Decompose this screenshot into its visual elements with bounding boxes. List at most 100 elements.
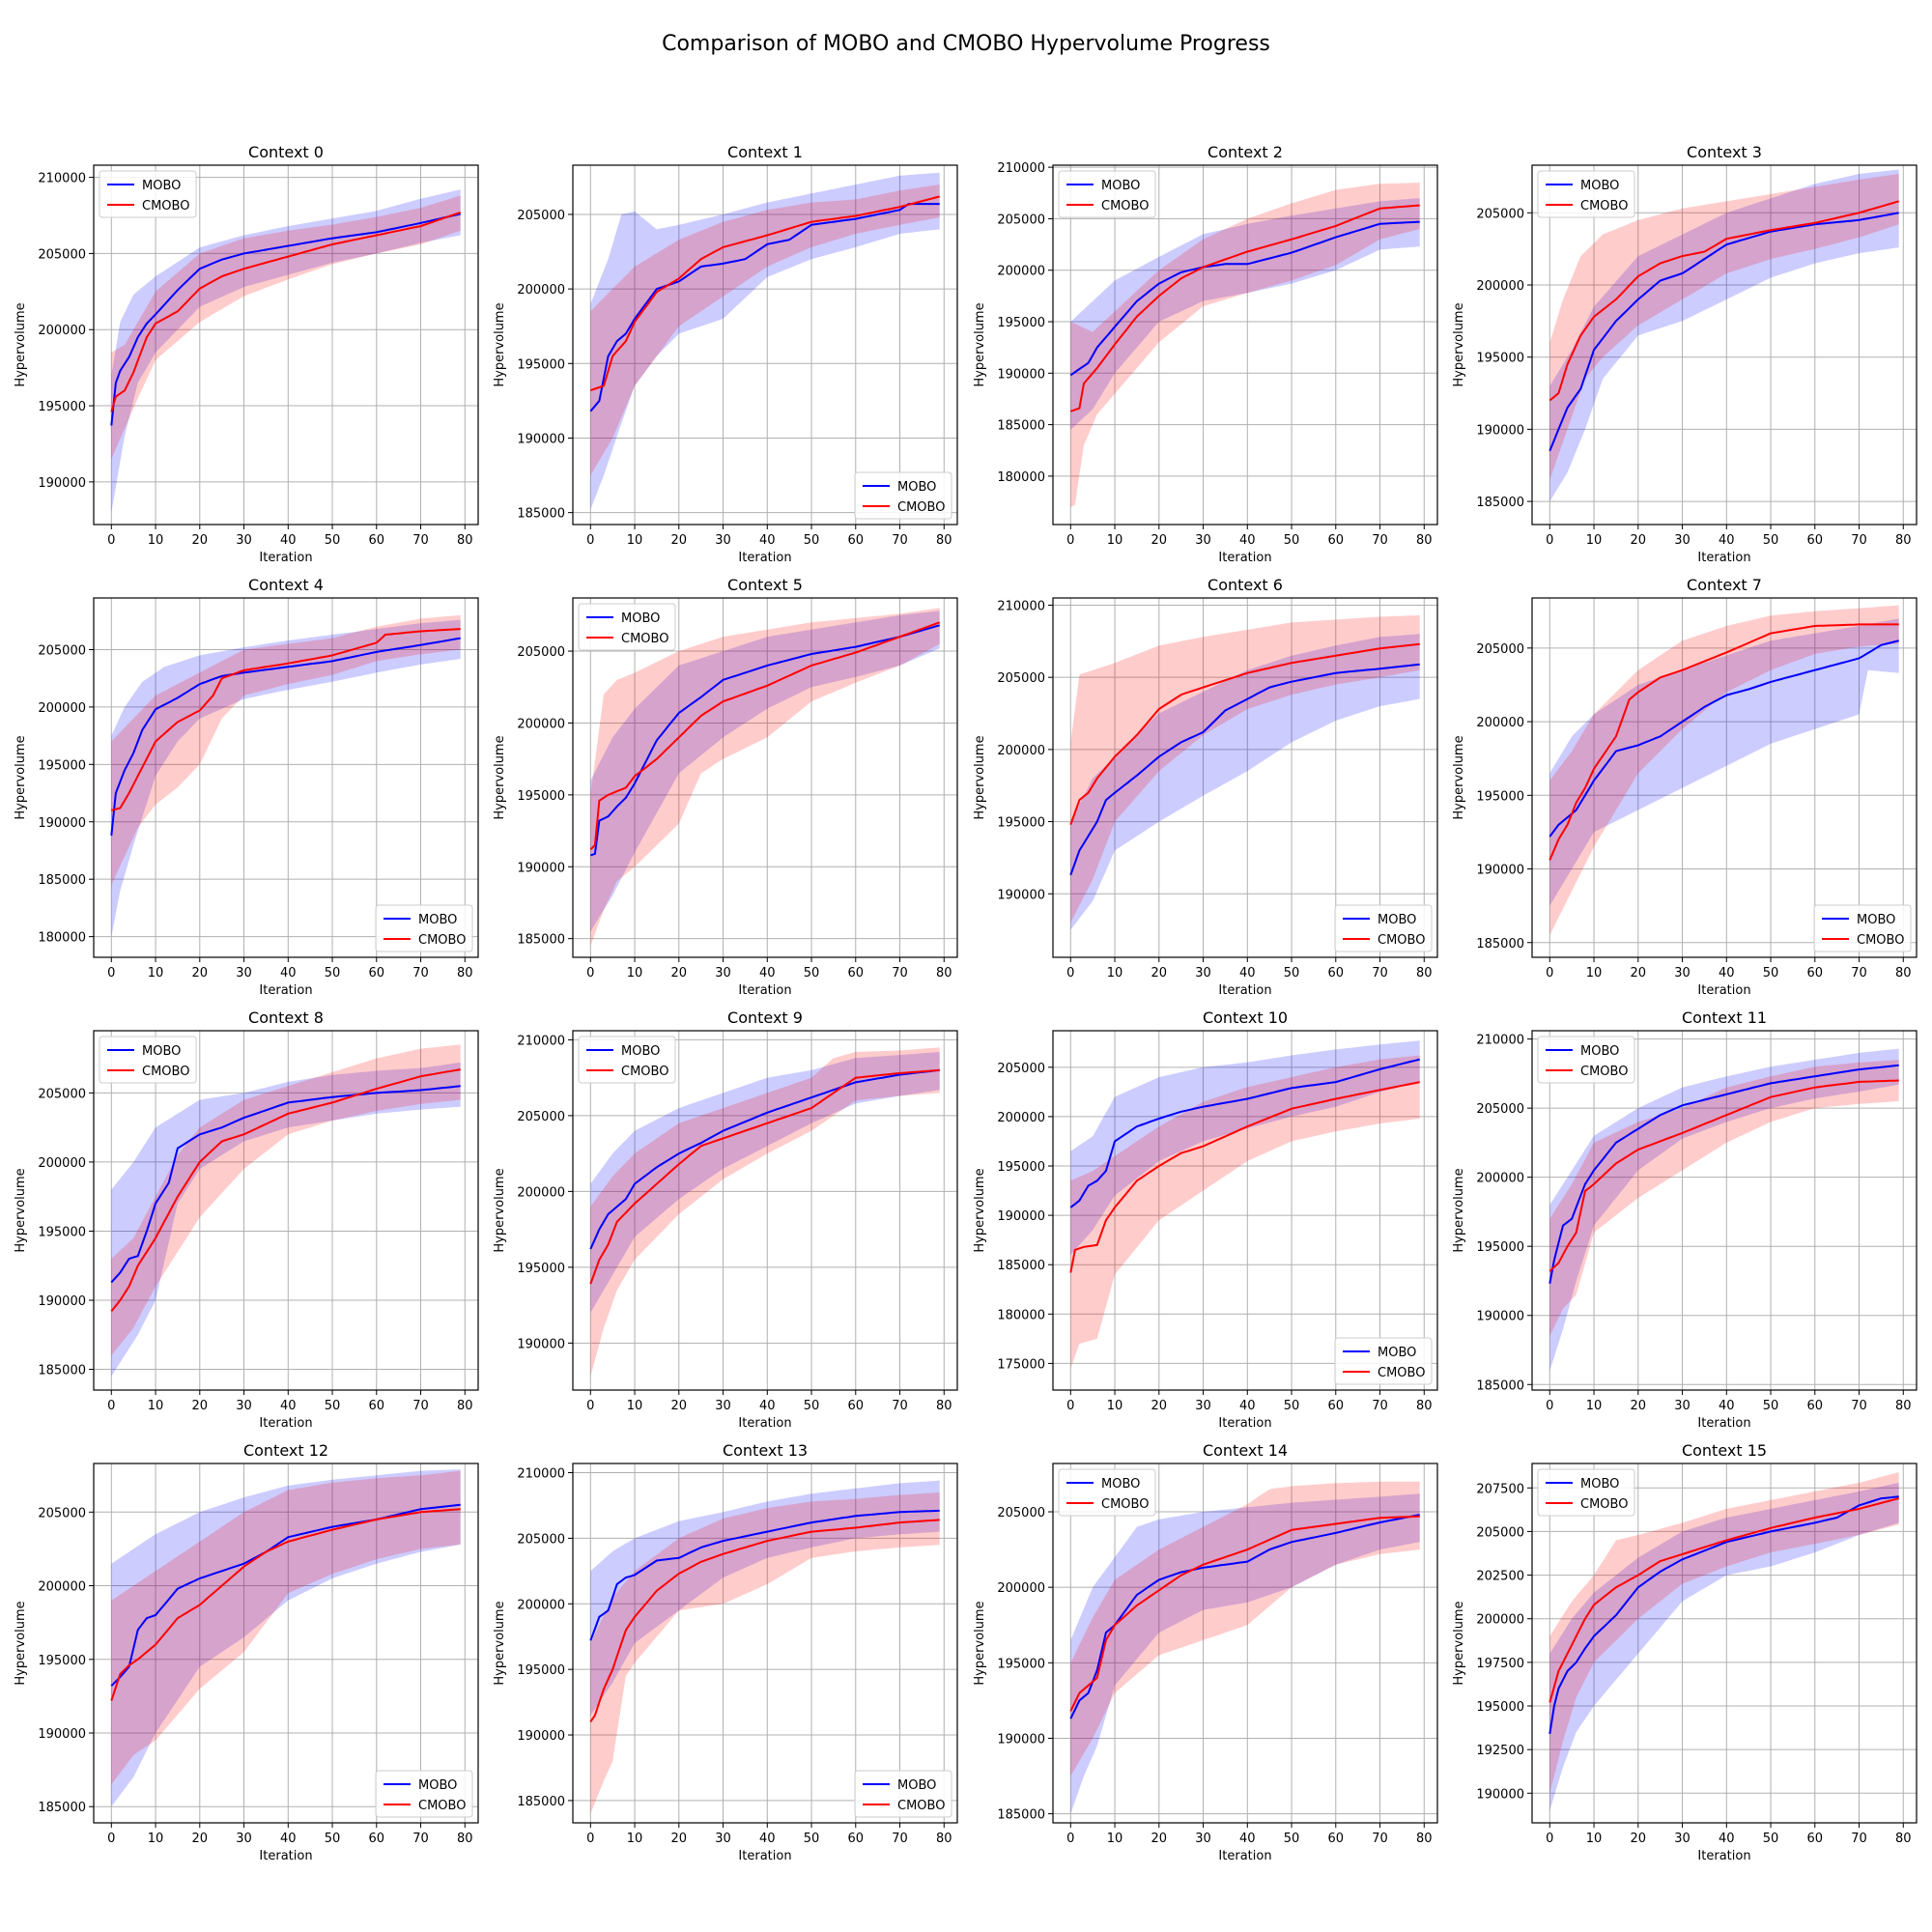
- legend-label-mobo: MOBO: [1378, 1346, 1416, 1360]
- y-tick-label: 195000: [517, 1262, 565, 1276]
- x-tick-label: 20: [1151, 1399, 1168, 1413]
- band-cmobo: [1070, 1481, 1420, 1776]
- legend: MOBO CMOBO: [1537, 170, 1635, 218]
- y-tick-label: 195000: [1476, 352, 1524, 366]
- x-tick-label: 30: [1674, 1399, 1690, 1413]
- legend-label-mobo: MOBO: [418, 1778, 457, 1793]
- x-tick-label: 60: [1328, 966, 1345, 980]
- x-tick-label: 20: [1151, 533, 1168, 548]
- y-tick-label: 200000: [997, 265, 1045, 279]
- x-tick-label: 10: [1107, 1832, 1123, 1846]
- x-tick-label: 10: [627, 1399, 643, 1413]
- legend-label-mobo: MOBO: [418, 913, 457, 927]
- legend: MOBO CMOBO: [375, 904, 473, 952]
- y-axis-label: Hypervolume: [1452, 302, 1466, 386]
- line-mobo: [110, 1503, 461, 1687]
- x-tick-label: 30: [715, 1832, 731, 1846]
- line-cmobo: [1548, 1079, 1899, 1272]
- x-tick-label: 0: [586, 533, 594, 548]
- subplot-title: Context 4: [248, 576, 324, 594]
- x-tick-label: 30: [1674, 1832, 1690, 1846]
- subplot-2: 0 10 20 30 40 50 60 70 80 180000 185000 190000 19500…: [973, 143, 1438, 565]
- axes-frame: [572, 1463, 958, 1824]
- subplot-title: Context 7: [1687, 576, 1762, 594]
- line-mobo: [1069, 1058, 1420, 1208]
- y-tick-label: 205000: [997, 1062, 1045, 1076]
- legend: MOBO CMOBO: [1058, 170, 1156, 218]
- y-tick-label: 200000: [38, 324, 86, 338]
- y-tick-label: 195000: [517, 357, 565, 372]
- x-tick-label: 30: [236, 1832, 252, 1846]
- x-tick-label: 70: [1372, 533, 1388, 548]
- y-axis-label: Hypervolume: [493, 1168, 507, 1252]
- x-tick-label: 40: [280, 1399, 297, 1413]
- y-tick-label: 200000: [517, 717, 565, 731]
- x-tick-label: 70: [412, 966, 429, 980]
- subplot-13: 0 10 20 30 40 50 60 70 80 185000 190000 195000 20000…: [493, 1441, 958, 1863]
- y-axis-label: Hypervolume: [973, 1168, 987, 1252]
- band-mobo: [590, 611, 940, 932]
- y-tick-label: 190000: [517, 432, 565, 446]
- x-tick-label: 0: [1066, 966, 1074, 980]
- legend-label-cmobo: CMOBO: [1580, 1065, 1628, 1079]
- axes-frame: [1052, 1030, 1438, 1391]
- x-tick-label: 20: [192, 533, 209, 548]
- y-tick-label: 180000: [997, 1308, 1045, 1322]
- y-axis-label: Hypervolume: [14, 735, 28, 819]
- legend: MOBO CMOBO: [1813, 904, 1912, 952]
- subplot-title: Context 0: [248, 143, 324, 161]
- y-tick-label: 185000: [997, 1259, 1045, 1273]
- y-tick-label: 195000: [38, 1225, 86, 1239]
- x-tick-label: 30: [236, 533, 252, 548]
- line-cmobo: [110, 211, 462, 412]
- axes-frame: [1531, 1463, 1918, 1824]
- line-cmobo: [1069, 204, 1420, 412]
- x-tick-label: 10: [1586, 1832, 1603, 1846]
- x-axis-label: Iteration: [1218, 551, 1271, 565]
- line-mobo: [589, 624, 940, 857]
- y-tick-label: 190000: [1476, 423, 1524, 438]
- x-tick-label: 40: [1719, 966, 1735, 980]
- y-tick-label: 205000: [517, 645, 565, 660]
- y-tick-label: 200000: [1476, 1172, 1524, 1186]
- subplot-title: Context 8: [248, 1009, 324, 1027]
- x-tick-label: 50: [1763, 1832, 1779, 1846]
- x-tick-label: 40: [280, 966, 297, 980]
- line-mobo: [110, 213, 461, 426]
- legend-label-mobo: MOBO: [1857, 913, 1895, 927]
- x-tick-label: 40: [280, 1832, 297, 1846]
- x-tick-label: 70: [892, 966, 908, 980]
- y-tick-label: 205000: [1476, 1102, 1524, 1117]
- band-cmobo: [590, 1047, 940, 1377]
- subplot-0: 0 10 20 30 40 50 60 70 80 190000 195000 200000 20500…: [14, 143, 479, 565]
- x-tick-label: 80: [936, 1832, 952, 1846]
- band-cmobo: [111, 614, 461, 886]
- band-mobo: [1549, 169, 1899, 502]
- line-mobo: [1548, 639, 1899, 838]
- legend-label-cmobo: CMOBO: [418, 1799, 466, 1813]
- x-tick-label: 50: [804, 1399, 820, 1413]
- y-tick-label: 195000: [1476, 1700, 1524, 1715]
- x-tick-label: 80: [1416, 966, 1433, 980]
- line-mobo: [1069, 663, 1420, 876]
- y-tick-label: 195000: [1476, 789, 1524, 804]
- x-tick-label: 0: [586, 1399, 594, 1413]
- line-mobo: [1069, 1514, 1420, 1719]
- x-tick-label: 30: [715, 1399, 731, 1413]
- x-tick-label: 10: [627, 966, 643, 980]
- y-tick-label: 205000: [517, 1110, 565, 1124]
- x-tick-label: 60: [369, 533, 385, 548]
- x-tick-label: 80: [1895, 1399, 1912, 1413]
- x-tick-label: 10: [1586, 966, 1603, 980]
- x-tick-label: 60: [1328, 1832, 1345, 1846]
- y-tick-label: 190000: [38, 476, 86, 491]
- y-tick-label: 190000: [1476, 864, 1524, 878]
- legend-label-cmobo: CMOBO: [1580, 1497, 1628, 1512]
- legend-label-mobo: MOBO: [1580, 1044, 1619, 1059]
- x-tick-label: 60: [1328, 533, 1345, 548]
- legend-label-mobo: MOBO: [621, 611, 660, 626]
- subplot-10: 0 10 20 30 40 50 60 70 80 175000 180000 185000 19000…: [973, 1009, 1438, 1431]
- legend-label-mobo: MOBO: [1378, 913, 1416, 927]
- x-tick-label: 80: [457, 533, 473, 548]
- band-cmobo: [1549, 1472, 1899, 1794]
